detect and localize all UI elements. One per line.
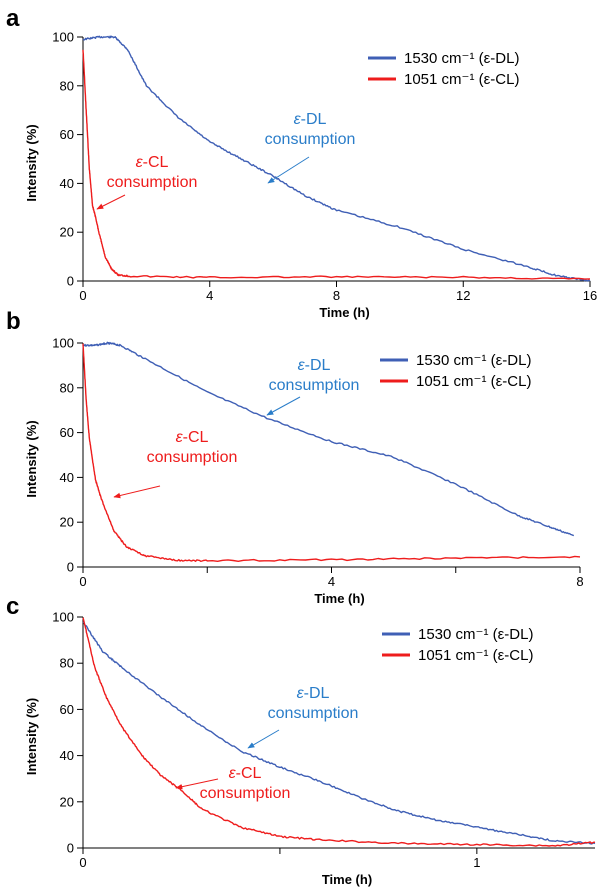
y-tick-label: 100 bbox=[52, 336, 74, 351]
y-tick-label: 40 bbox=[60, 470, 74, 485]
y-tick-label: 100 bbox=[52, 30, 74, 45]
annotation-dl-text: consumption bbox=[269, 377, 360, 394]
x-tick-label: 8 bbox=[333, 288, 340, 303]
legend-label-cl: 1051 cm⁻¹ (ε-CL) bbox=[416, 373, 531, 390]
series-line-cl bbox=[82, 617, 596, 847]
x-tick-label: 0 bbox=[79, 855, 86, 870]
y-axis-title: Intensity (%) bbox=[24, 420, 39, 497]
y-tick-label: 40 bbox=[60, 176, 74, 191]
y-tick-label: 80 bbox=[60, 78, 74, 93]
x-axis-title: Time (h) bbox=[314, 591, 364, 606]
y-tick-label: 80 bbox=[60, 656, 74, 671]
series-line-dl bbox=[82, 341, 575, 537]
y-tick-label: 100 bbox=[52, 610, 74, 625]
annotation-dl-species: ε-DL bbox=[297, 685, 330, 702]
x-axis-title: Time (h) bbox=[322, 872, 372, 887]
annotation-dl-text: consumption bbox=[268, 705, 359, 722]
series-line-dl bbox=[82, 35, 591, 282]
annotation-dl-species: ε-DL bbox=[298, 357, 331, 374]
annotation-cl-species: ε-CL bbox=[229, 765, 262, 782]
series-line-cl bbox=[82, 49, 591, 280]
annotation-arrow-cl bbox=[96, 194, 126, 210]
panel-letter: b bbox=[6, 308, 21, 335]
y-tick-label: 0 bbox=[67, 560, 74, 575]
panel-letter: a bbox=[6, 5, 20, 32]
x-tick-label: 0 bbox=[79, 288, 86, 303]
chart-panel-c: c 0 20 40 60 80 100 0 1 Time (h) Intensity (%) 1530… bbox=[6, 593, 596, 887]
y-axis-title: Intensity (%) bbox=[24, 698, 39, 775]
x-tick-label: 4 bbox=[328, 574, 335, 589]
annotation-dl-text: consumption bbox=[265, 131, 356, 148]
x-tick-label: 16 bbox=[583, 288, 597, 303]
x-axis-title: Time (h) bbox=[319, 305, 369, 320]
y-tick-label: 40 bbox=[60, 748, 74, 763]
x-tick-label: 4 bbox=[206, 288, 213, 303]
annotation-cl-text: consumption bbox=[107, 174, 198, 191]
y-tick-label: 20 bbox=[60, 794, 74, 809]
chart-panel-b: b 0 20 40 60 80 100 0 4 8 Time (h) Intensity (%) 153… bbox=[6, 308, 584, 606]
y-tick-label: 0 bbox=[67, 841, 74, 856]
y-tick-label: 60 bbox=[60, 127, 74, 142]
annotation-arrow-dl bbox=[266, 396, 301, 416]
annotation-cl-species: ε-CL bbox=[176, 429, 209, 446]
legend-label-cl: 1051 cm⁻¹ (ε-CL) bbox=[404, 71, 519, 88]
annotation-cl-text: consumption bbox=[200, 785, 291, 802]
annotation-cl-text: consumption bbox=[147, 449, 238, 466]
chart-panel-a: a 0 20 40 60 80 100 0 4 8 12 16 Time (h) Intensity (%… bbox=[6, 5, 597, 320]
annotation-arrow-cl bbox=[113, 485, 161, 499]
legend-label-dl: 1530 cm⁻¹ (ε-DL) bbox=[416, 352, 531, 369]
panel-letter: c bbox=[6, 593, 19, 620]
legend-label-dl: 1530 cm⁻¹ (ε-DL) bbox=[418, 626, 533, 643]
y-tick-label: 20 bbox=[60, 515, 74, 530]
y-tick-label: 60 bbox=[60, 425, 74, 440]
y-tick-label: 0 bbox=[67, 274, 74, 289]
x-tick-label: 1 bbox=[473, 855, 480, 870]
x-tick-label: 0 bbox=[79, 574, 86, 589]
annotation-dl-species: ε-DL bbox=[294, 111, 327, 128]
y-axis-title: Intensity (%) bbox=[24, 124, 39, 201]
annotation-cl-species: ε-CL bbox=[136, 154, 169, 171]
series-line-dl bbox=[82, 621, 596, 845]
y-tick-label: 20 bbox=[60, 225, 74, 240]
legend-label-cl: 1051 cm⁻¹ (ε-CL) bbox=[418, 647, 533, 664]
y-tick-label: 60 bbox=[60, 702, 74, 717]
annotation-arrow-cl bbox=[175, 778, 219, 790]
annotation-arrow-dl bbox=[267, 156, 310, 184]
x-tick-label: 8 bbox=[576, 574, 583, 589]
legend-label-dl: 1530 cm⁻¹ (ε-DL) bbox=[404, 50, 519, 67]
x-tick-label: 12 bbox=[456, 288, 470, 303]
series-line-cl bbox=[82, 343, 581, 562]
annotation-arrow-dl bbox=[247, 729, 280, 749]
y-tick-label: 80 bbox=[60, 380, 74, 395]
